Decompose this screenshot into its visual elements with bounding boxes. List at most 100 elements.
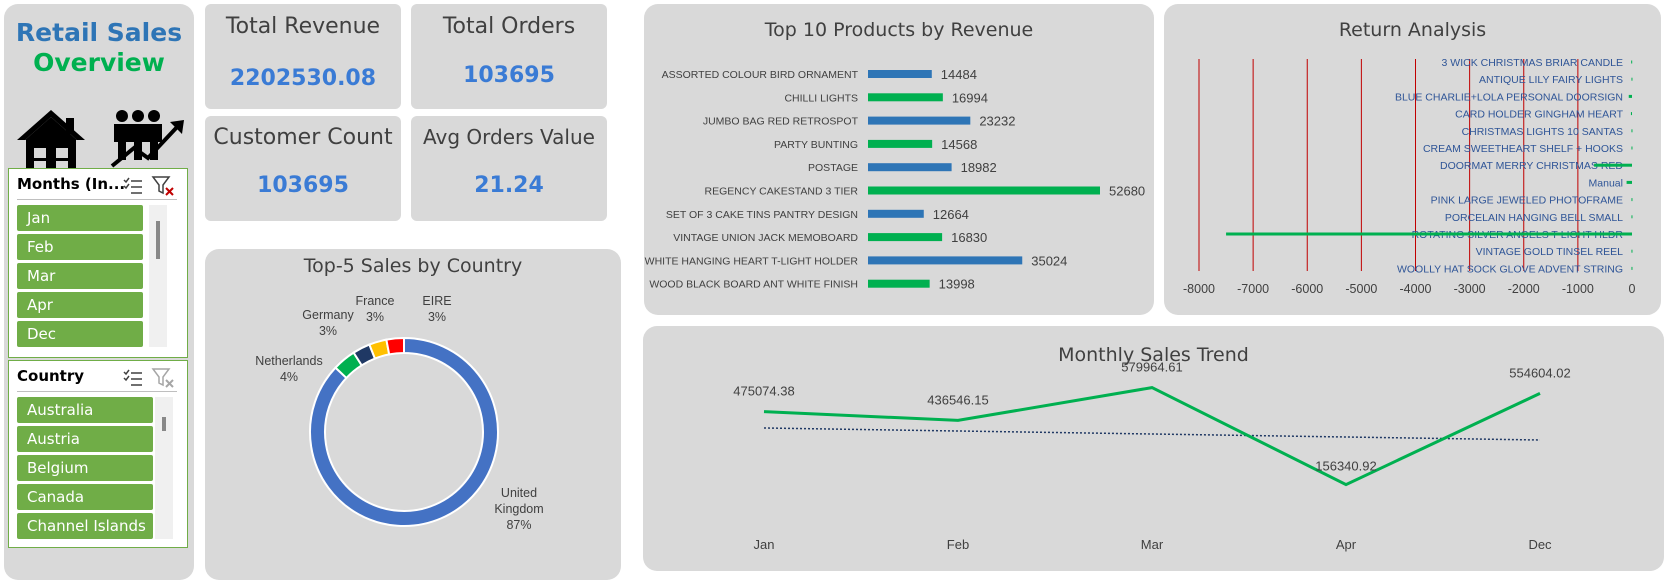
bar: [1630, 112, 1632, 116]
kpi-customer-count: Customer Count 103695: [205, 116, 401, 221]
slicer-item-channel-islands[interactable]: Channel Islands: [17, 513, 153, 539]
sales-line: [763, 386, 1541, 487]
slicer-item-jan[interactable]: Jan: [17, 205, 143, 231]
slice-label: Germany: [302, 308, 354, 322]
bar: [868, 163, 952, 172]
category-label: WOOLLY HAT SOCK GLOVE ADVENT STRING: [1397, 263, 1623, 275]
slicer-item-feb[interactable]: Feb: [17, 234, 143, 260]
category-label: DOORMAT MERRY CHRISTMAS RED: [1440, 160, 1623, 172]
kpi-value: 103695: [257, 173, 349, 198]
data-label: 436546.15: [927, 392, 988, 407]
data-label: 18982: [961, 160, 997, 175]
slicer-item-apr[interactable]: Apr: [17, 292, 143, 318]
data-label: 475074.38: [733, 384, 794, 399]
kpi-value: 2202530.08: [229, 66, 377, 91]
bar: [1628, 94, 1632, 98]
category-label: VINTAGE UNION JACK MEMOBOARD: [673, 232, 858, 244]
return-analysis-bar-chart: 3 WICK CHRISTMAS BRIAR CANDLE ANTIQUE LIL…: [1183, 57, 1636, 296]
data-label: 156340.92: [1315, 459, 1376, 474]
donut-slice: [309, 336, 499, 527]
slice-label: 87%: [506, 518, 531, 532]
data-label: 13998: [939, 277, 975, 292]
bar: [868, 116, 971, 125]
category-label: REGENCY CAKESTAND 3 TIER: [705, 186, 859, 198]
dashboard-title-line1: Retail Sales: [15, 18, 183, 47]
kpi-value: 103695: [463, 63, 555, 88]
return-analysis-panel: Return Analysis 3 WICK CHRISTMAS BRIAR C…: [1164, 4, 1661, 315]
tick-label: -6000: [1291, 282, 1323, 296]
country-scrollbar[interactable]: [155, 397, 173, 539]
bar: [868, 139, 933, 148]
data-label: 554604.02: [1509, 365, 1570, 380]
top-products-bar-chart: ASSORTED COLOUR BIRD ORNAMENT 14484 CHILLI…: [645, 67, 1146, 292]
home-icon[interactable]: [14, 108, 89, 174]
people-growth-icon[interactable]: [108, 108, 186, 170]
kpi-total-revenue: Total Revenue 2202530.08: [205, 4, 401, 109]
bar: [1631, 146, 1633, 150]
slicer-item-dec[interactable]: Dec: [17, 321, 143, 347]
country-donut-chart: United Kingdom 87% Netherlands 4% Germany 3% Fr…: [255, 294, 543, 532]
category-label: POSTAGE: [808, 162, 858, 174]
months-scrollbar[interactable]: [149, 205, 167, 347]
monthly-sales-line-chart: 475074.38 Jan 436546.15 Feb 579964.61 Mar 1563…: [733, 360, 1570, 552]
multi-select-icon[interactable]: [123, 369, 143, 387]
slice-label: Kingdom: [494, 502, 543, 516]
tick-label: -5000: [1345, 282, 1377, 296]
data-label: 14484: [941, 67, 977, 82]
country-slicer-header: Country: [17, 367, 85, 385]
bar: [1594, 163, 1632, 167]
kpi-value: 21.24: [474, 173, 544, 198]
bar: [1631, 60, 1633, 64]
category-label: ANTIQUE LILY FAIRY LIGHTS: [1479, 74, 1623, 86]
category-label: Manual: [1589, 177, 1623, 189]
clear-filter-icon[interactable]: [151, 367, 175, 389]
data-label: 14568: [941, 137, 977, 152]
category-label: PINK LARGE JEWELED PHOTOFRAME: [1431, 195, 1623, 207]
months-scroll-thumb[interactable]: [156, 221, 160, 259]
slicer-item-austria[interactable]: Austria: [17, 426, 153, 452]
bar: [1626, 180, 1632, 184]
slice-label: 4%: [280, 370, 298, 384]
kpi-title: Total Orders: [442, 14, 576, 39]
tick-label: -1000: [1562, 282, 1594, 296]
kpi-avg-order-value: Avg Orders Value 21.24: [411, 116, 607, 221]
category-label: Feb: [947, 537, 969, 552]
slice-label: EIRE: [422, 294, 451, 308]
data-label: 12664: [933, 207, 969, 222]
slicer-item-australia[interactable]: Australia: [17, 397, 153, 423]
category-label: 3 WICK CHRISTMAS BRIAR CANDLE: [1442, 57, 1623, 69]
category-label: CHILLI LIGHTS: [784, 92, 858, 104]
category-label: Dec: [1528, 537, 1552, 552]
slicer-item-mar[interactable]: Mar: [17, 263, 143, 289]
category-label: PARTY BUNTING: [774, 139, 858, 151]
data-label: 35024: [1031, 253, 1067, 268]
bar: [868, 93, 943, 102]
multi-select-icon[interactable]: [123, 177, 143, 195]
bar: [1631, 77, 1633, 81]
donut-slice: [385, 336, 405, 356]
category-label: Jan: [754, 537, 775, 552]
slicer-item-belgium[interactable]: Belgium: [17, 455, 153, 481]
tick-label: -4000: [1400, 282, 1432, 296]
slice-label: 3%: [319, 324, 337, 338]
category-label: Mar: [1141, 537, 1164, 552]
monthly-trend-panel: Monthly Sales Trend 475074.38 Jan 436546.1…: [643, 326, 1664, 571]
slicer-item-canada[interactable]: Canada: [17, 484, 153, 510]
kpi-title: Total Revenue: [225, 14, 381, 39]
dashboard-title-line2: Overview: [33, 48, 165, 77]
bar: [868, 233, 943, 242]
slice-label: United: [501, 486, 537, 500]
bar: [1631, 129, 1633, 133]
country-scroll-thumb[interactable]: [162, 417, 166, 431]
country-slicer: Country Australia Austria Belgium Canada…: [8, 360, 188, 548]
chart-title: Top 10 Products by Revenue: [764, 19, 1034, 41]
kpi-title: Customer Count: [213, 125, 393, 150]
data-label: 52680: [1109, 184, 1145, 199]
tick-label: 0: [1629, 282, 1636, 296]
clear-filter-icon[interactable]: [151, 175, 175, 197]
bar: [868, 209, 924, 218]
category-label: SET OF 3 CAKE TINS PANTRY DESIGN: [666, 209, 858, 221]
slice-label: Netherlands: [255, 354, 322, 368]
months-slicer-header: Months (In...: [17, 175, 126, 193]
category-label: WHITE HANGING HEART T-LIGHT HOLDER: [645, 255, 859, 267]
